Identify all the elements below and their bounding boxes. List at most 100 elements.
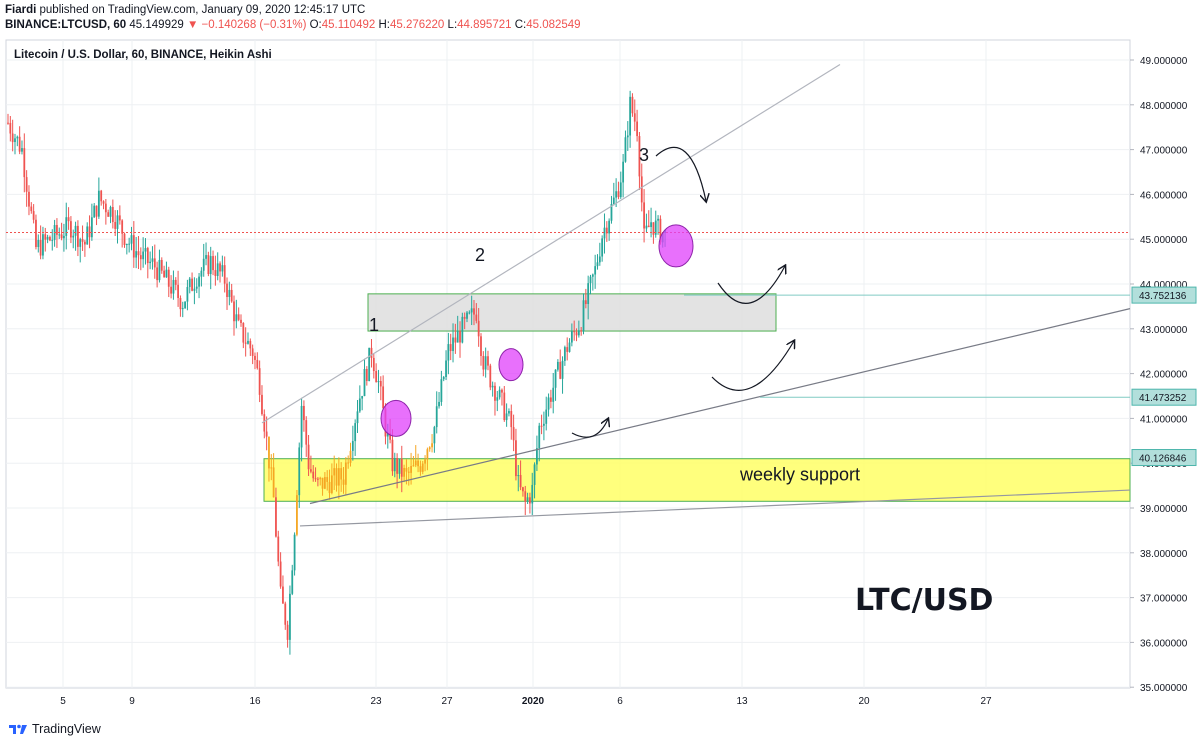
candle-body [414,460,417,466]
candle-body [587,283,590,305]
candle-body [370,347,373,358]
candle-body [235,314,238,322]
candle-body [160,259,163,271]
candle-body [529,497,531,504]
candle-body [351,441,354,451]
chart-title: Litecoin / U.S. Dollar, 60, BINANCE, Hei… [14,49,272,61]
candle-body [477,320,480,337]
candle-body [289,593,291,640]
curved-arrow[interactable] [717,266,785,304]
candle-body [310,469,312,472]
candle-body [49,236,51,241]
candle-body [608,220,611,234]
candle-body [403,467,405,477]
candle-body [72,235,75,238]
candle-body [230,289,233,302]
lower-trendline[interactable] [299,489,1131,527]
candle-body [570,331,573,343]
candle-body [337,468,340,486]
candle-body [18,136,21,152]
candle-body [419,466,422,472]
candle-body [170,286,172,294]
candle-body [200,270,203,277]
candle-body [56,224,58,235]
candle-body [461,316,464,343]
price-label-box[interactable] [1131,449,1197,467]
candle-body [405,467,408,472]
candle-body [44,234,47,240]
candle-body [130,235,133,244]
candle-body [601,238,604,257]
candle-body [538,425,541,449]
candle-body [221,265,224,272]
upper-trendline[interactable] [261,63,841,424]
candle-body [256,359,259,369]
author-name[interactable]: Fiardi [5,4,37,16]
candle-body [377,380,380,383]
candle-body [95,205,98,217]
candle-body [9,122,12,134]
y-tick-label: 42.000000 [1140,370,1188,381]
candle-body [303,405,305,421]
candle-body [417,460,419,467]
candle-body [449,344,452,352]
candle-body [407,471,410,473]
highlight-circle[interactable] [498,348,524,382]
candle-body [114,221,117,229]
candle-body [151,258,154,262]
candle-body [598,256,601,263]
wave-label: 1 [369,315,379,335]
candle-body [74,225,77,236]
candle-body [650,222,652,228]
chart-plot-area[interactable] [5,39,1131,689]
candle-body [501,389,503,393]
candle-body [510,411,513,428]
candle-body [626,135,629,138]
candle-body [107,212,110,217]
candle-body [319,477,322,480]
candle-body [7,122,9,124]
candle-body [435,406,438,428]
price-label-box[interactable] [1131,388,1197,406]
x-tick-label: 5 [60,696,66,707]
candle-body [286,624,289,640]
highlight-circle[interactable] [380,399,412,437]
candle-body [32,211,35,220]
x-tick-label: 9 [129,696,135,707]
candle-body [482,355,485,370]
candle-body [42,234,44,256]
candle-body [214,270,217,276]
curved-arrow[interactable] [711,341,794,391]
candle-body [498,389,501,398]
curved-arrow[interactable] [655,146,706,201]
candle-body [132,235,135,258]
candle-body [111,207,114,222]
candle-body [379,380,382,387]
candle-body [480,336,482,356]
candle-body [356,411,359,424]
candle-body [659,218,662,243]
candle-body [121,220,124,234]
candle-body [305,420,308,445]
candle-body [640,176,643,203]
candle-body [193,288,196,291]
candle-body [410,465,412,473]
tradingview-logo-icon[interactable] [8,722,28,736]
candle-body [135,251,138,258]
candle-body [605,227,608,234]
candle-body [347,462,350,464]
candle-body [326,477,329,482]
price-chart[interactable]: weekly support 123 35.00000036.00000037.… [0,36,1200,716]
candle-body [100,190,103,202]
highlight-circle[interactable] [658,224,694,268]
candle-body [144,248,147,252]
x-tick-label: 23 [370,696,382,707]
candle-body [118,215,121,221]
publish-info: Fiardi published on TradingView.com, Jan… [5,4,365,16]
chart-watermark: LTC/USD [855,583,993,618]
footer-brand[interactable]: TradingView [32,722,101,736]
high-value: 45.276220 [389,19,445,31]
price-label-box[interactable] [1131,286,1197,304]
curved-arrow[interactable] [571,419,608,438]
mid-trendline[interactable] [309,308,1131,505]
